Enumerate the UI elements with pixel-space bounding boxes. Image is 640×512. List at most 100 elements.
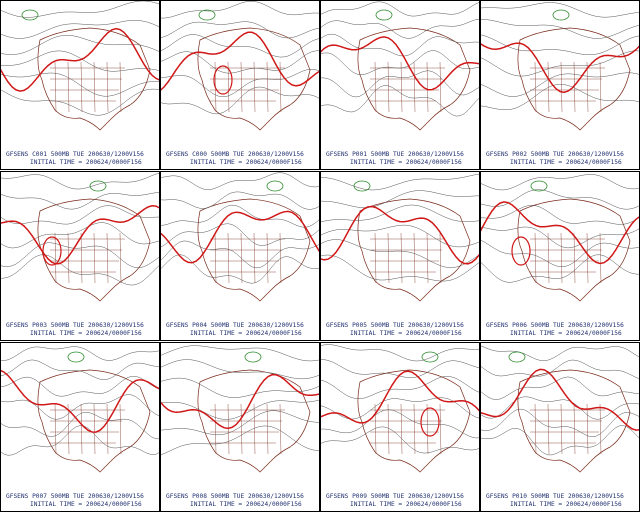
- panel-init-time: INITIAL TIME = 200624/0000F156: [190, 501, 302, 508]
- map-area: [481, 2, 639, 131]
- panel-title: GFSENS P002 500MB TUE 200630/1200V156: [486, 151, 624, 158]
- border: [599, 61, 602, 113]
- border: [106, 232, 109, 284]
- border: [106, 61, 109, 113]
- border: [439, 403, 442, 455]
- contour: [1, 242, 159, 268]
- cutoff-low: [42, 236, 62, 266]
- low-contour: [266, 180, 284, 192]
- contour: [321, 376, 479, 399]
- contour: [161, 359, 319, 380]
- contour: [161, 240, 319, 269]
- border: [586, 232, 589, 284]
- coastline: [357, 369, 471, 473]
- contour: [1, 394, 159, 420]
- panel-frame: [320, 342, 480, 512]
- border: [266, 403, 269, 455]
- map-area: [161, 1, 319, 131]
- low-contour: [421, 351, 439, 363]
- contour: [321, 1, 479, 17]
- border: [426, 232, 429, 284]
- border: [119, 232, 122, 284]
- contour: [161, 21, 319, 39]
- border: [80, 61, 83, 113]
- panel-init-time: INITIAL TIME = 200624/0000F156: [30, 501, 142, 508]
- contour: [321, 359, 479, 378]
- contour: [481, 83, 639, 111]
- contour: [481, 345, 639, 361]
- panel-init-time: INITIAL TIME = 200624/0000F156: [190, 330, 302, 337]
- border: [387, 232, 390, 284]
- contour: [161, 172, 319, 190]
- contour: [161, 410, 319, 436]
- contour: [1, 50, 159, 72]
- border: [80, 403, 83, 455]
- coastline: [37, 369, 151, 473]
- panel-init-time: INITIAL TIME = 200624/0000F156: [510, 501, 622, 508]
- contour: [321, 85, 479, 117]
- contour-5700: [161, 31, 319, 91]
- contour-5700: [1, 369, 159, 433]
- panel-init-time: INITIAL TIME = 200624/0000F156: [350, 330, 462, 337]
- map-area: [321, 1, 479, 131]
- panel-title: GFSENS P009 500MB TUE 200630/1200V156: [326, 493, 464, 500]
- contour: [321, 190, 479, 208]
- map-panel: GFSENS P002 500MB TUE 200630/1200V156INI…: [480, 0, 640, 170]
- border: [547, 61, 550, 113]
- border: [279, 232, 282, 284]
- contour: [321, 33, 479, 57]
- contour: [481, 425, 639, 456]
- cutoff-low: [213, 65, 233, 95]
- contour: [161, 86, 319, 115]
- map-panel: GFSENS P009 500MB TUE 200630/1200V156INI…: [320, 342, 480, 512]
- contour: [481, 376, 639, 400]
- contour: [161, 377, 319, 398]
- contour: [321, 50, 479, 76]
- contour: [1, 88, 159, 116]
- contour: [481, 50, 639, 77]
- coastline: [197, 198, 311, 302]
- contour: [1, 254, 159, 286]
- contour: [481, 19, 639, 39]
- border: [279, 403, 282, 455]
- contour: [1, 1, 159, 18]
- low-contour: [508, 351, 526, 363]
- contour-5700: [481, 368, 639, 431]
- contour: [1, 222, 159, 249]
- border: [599, 232, 602, 284]
- border: [54, 61, 57, 113]
- panel-init-time: INITIAL TIME = 200624/0000F156: [350, 501, 462, 508]
- border: [214, 403, 217, 455]
- panel-title: GFSENS P001 500MB TUE 200630/1200V156: [326, 151, 464, 158]
- border: [106, 403, 109, 455]
- border: [240, 403, 243, 455]
- border: [534, 61, 537, 113]
- map-panel: GFSENS P006 500MB TUE 200630/1200V156INI…: [480, 171, 640, 341]
- contour: [1, 173, 159, 190]
- map-area: [321, 344, 479, 473]
- contour: [321, 344, 479, 362]
- border: [54, 403, 57, 455]
- low-contour: [244, 351, 262, 363]
- border: [214, 232, 217, 284]
- low-contour: [67, 351, 85, 363]
- map-panel: GFSENS P005 500MB TUE 200630/1200V156INI…: [320, 171, 480, 341]
- border: [413, 232, 416, 284]
- map-panel: GFSENS P008 500MB TUE 200630/1200V156INI…: [160, 342, 320, 512]
- border: [560, 232, 563, 284]
- map-area: [321, 173, 479, 302]
- low-contour: [21, 9, 39, 21]
- contour: [321, 70, 479, 98]
- coastline: [357, 198, 471, 302]
- low-contour: [530, 180, 548, 192]
- contour-5700: [321, 370, 479, 424]
- map-area: [1, 173, 159, 302]
- low-contour: [89, 180, 107, 192]
- border: [279, 61, 282, 113]
- contour: [161, 345, 319, 362]
- low-contour: [375, 9, 393, 21]
- cutoff-low: [511, 236, 531, 266]
- panel-frame: [480, 171, 640, 341]
- map-panel: GFSENS P003 500MB TUE 200630/1200V156INI…: [0, 171, 160, 341]
